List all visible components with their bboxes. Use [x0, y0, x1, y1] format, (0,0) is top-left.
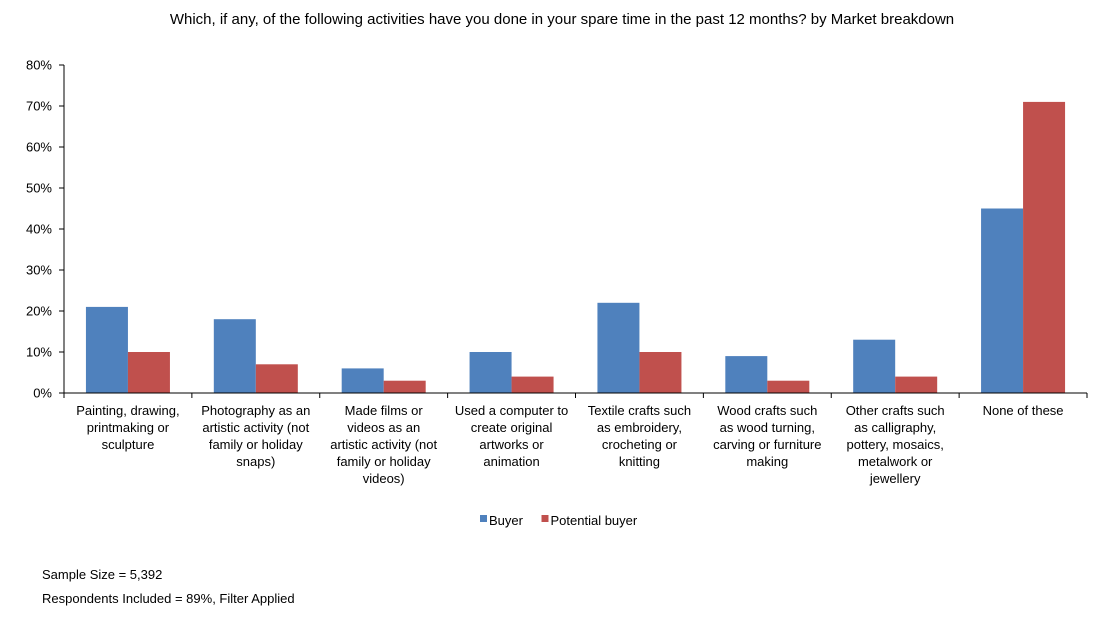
x-category-label-line: Used a computer to — [455, 403, 568, 418]
x-category-label-line: carving or furniture — [713, 437, 821, 452]
legend-label: Potential buyer — [551, 513, 638, 528]
bar — [383, 380, 426, 393]
x-category-label-line: Textile crafts such — [588, 403, 691, 418]
x-category-label: Photography as an artistic activity (not f… — [201, 403, 310, 469]
x-category-label-line: Wood crafts such — [717, 403, 817, 418]
respondents-note: Respondents Included = 89%, Filter Appli… — [42, 591, 295, 606]
x-category-label-line: Made films or — [345, 403, 424, 418]
x-category-label-line: videos as an — [347, 420, 420, 435]
x-axis: Painting, drawing, printmaking or sculptur… — [63, 392, 1088, 486]
bar — [213, 319, 256, 393]
legend-label: Buyer — [489, 513, 524, 528]
x-category-label: Textile crafts such as embroidery, crochet… — [588, 403, 691, 469]
y-tick-label: 60% — [26, 140, 52, 155]
x-category-label-line: artworks or — [479, 437, 544, 452]
bar — [127, 352, 170, 393]
bar — [639, 352, 682, 393]
x-category-label-line: as embroidery, — [597, 420, 682, 435]
bar — [85, 306, 128, 393]
x-category-label-line: knitting — [619, 454, 660, 469]
y-tick-label: 20% — [26, 304, 52, 319]
legend: Buyer Potential buyer — [480, 513, 638, 528]
bar — [255, 364, 298, 393]
y-axis: 0% 10% 20% 30% 40% 50% 60% 70% 80% — [26, 58, 65, 401]
x-category-label-line: None of these — [983, 403, 1064, 418]
bar — [1023, 101, 1066, 394]
x-category-label-line: family or holiday — [337, 454, 431, 469]
bar — [725, 356, 768, 393]
bar — [895, 376, 938, 393]
x-category-label-line: artistic activity (not — [202, 420, 309, 435]
bar — [511, 376, 554, 393]
x-category-label-line: animation — [483, 454, 539, 469]
x-category-label-line: videos) — [363, 471, 405, 486]
x-category-label-line: making — [746, 454, 788, 469]
legend-swatch — [480, 515, 487, 522]
y-tick-label: 10% — [26, 345, 52, 360]
series-potential-buyer — [127, 101, 1066, 394]
x-category-label-line: Other crafts such — [846, 403, 945, 418]
x-category-label-line: snaps) — [236, 454, 275, 469]
x-category-label-line: printmaking or — [87, 420, 170, 435]
bars-group — [85, 101, 1066, 394]
x-category-label-line: pottery, mosaics, — [847, 437, 944, 452]
x-category-label: Wood crafts such as wood turning, carving … — [713, 403, 821, 469]
y-tick-label: 50% — [26, 181, 52, 196]
bar — [597, 302, 640, 393]
x-category-label-line: create original — [471, 420, 553, 435]
x-category-label-line: crocheting or — [602, 437, 678, 452]
x-category-label-line: artistic activity (not — [330, 437, 437, 452]
x-category-label-line: Painting, drawing, — [76, 403, 179, 418]
y-tick-label: 30% — [26, 263, 52, 278]
bar — [341, 368, 384, 393]
bar — [469, 352, 512, 393]
x-category-label: Other crafts such as calligraphy, pottery,… — [846, 403, 945, 486]
x-category-label-line: family or holiday — [209, 437, 303, 452]
chart-title: Which, if any, of the following activiti… — [170, 11, 954, 28]
x-category-label-line: as wood turning, — [720, 420, 815, 435]
y-tick-label: 40% — [26, 222, 52, 237]
bar — [767, 380, 810, 393]
x-category-label: Painting, drawing, printmaking or sculptur… — [76, 403, 179, 452]
x-category-label-line: jewellery — [869, 471, 921, 486]
y-tick-label: 80% — [26, 58, 52, 73]
x-category-label-line: metalwork or — [858, 454, 933, 469]
series-buyer — [85, 208, 1024, 393]
legend-swatch — [541, 515, 549, 522]
y-tick-label: 0% — [33, 386, 52, 401]
bar — [981, 208, 1024, 393]
bar — [853, 339, 896, 393]
x-category-label-line: Photography as an — [201, 403, 310, 418]
y-tick-label: 70% — [26, 99, 52, 114]
x-category-label: Used a computer to create original artwork… — [455, 403, 568, 469]
sample-size-note: Sample Size = 5,392 — [42, 567, 163, 582]
x-category-label-line: as calligraphy, — [854, 420, 936, 435]
x-category-label: None of these — [983, 403, 1064, 418]
x-category-label: Made films or videos as an artistic activi… — [330, 403, 437, 486]
x-category-label-line: sculpture — [102, 437, 155, 452]
